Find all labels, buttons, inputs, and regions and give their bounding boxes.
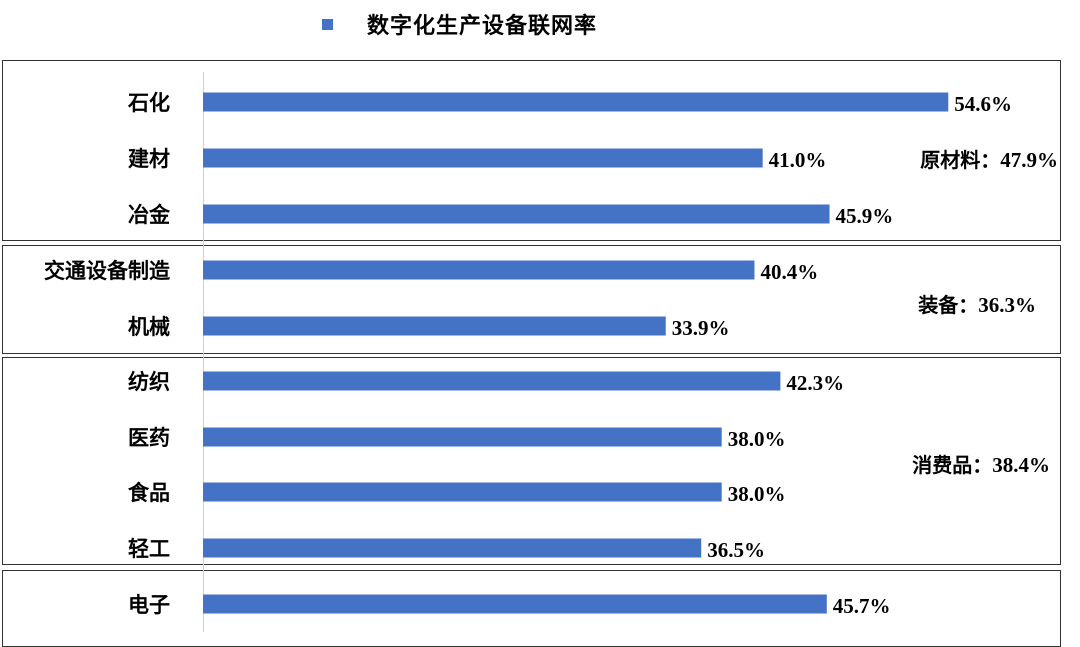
- category-label-8: 轻工: [128, 537, 170, 561]
- bar-9: [203, 594, 827, 614]
- group-label-1: 装备：36.3%: [917, 293, 1036, 317]
- bar-7: [203, 482, 722, 502]
- value-label-7: 38.0%: [728, 482, 786, 506]
- group-name-0: 原材料: [920, 148, 980, 172]
- group-box-consumer-goods: [2, 357, 1061, 565]
- bar-3: [203, 260, 755, 280]
- category-label-3: 交通设备制造: [44, 259, 171, 283]
- chart-legend: 数字化生产设备联网率: [322, 8, 597, 40]
- category-label-0: 石化: [127, 91, 170, 115]
- group-box-equipment: [2, 245, 1061, 354]
- category-axis-line: [203, 72, 204, 632]
- bar-0: [203, 92, 949, 112]
- group-label-0: 原材料：47.9%: [920, 148, 1058, 172]
- group-value-0: 47.9%: [1000, 148, 1058, 172]
- value-label-0: 54.6%: [954, 92, 1012, 116]
- group-name-1: 装备: [917, 293, 959, 317]
- value-label-5: 42.3%: [786, 371, 844, 395]
- category-label-4: 机械: [128, 315, 170, 339]
- group-sep-1: ：: [958, 293, 978, 317]
- category-label-7: 食品: [128, 481, 170, 505]
- group-value-2: 38.4%: [992, 453, 1050, 477]
- group-name-2: 消费品: [912, 453, 972, 477]
- category-label-6: 医药: [128, 426, 170, 450]
- bar-4: [203, 316, 666, 336]
- value-label-4: 33.9%: [672, 316, 730, 340]
- legend-swatch: [322, 18, 333, 30]
- value-label-6: 38.0%: [728, 427, 786, 451]
- value-label-3: 40.4%: [760, 260, 818, 284]
- bar-2: [203, 204, 830, 224]
- group-value-1: 36.3%: [978, 293, 1036, 317]
- bar-6: [203, 427, 722, 447]
- legend-label: 数字化生产设备联网率: [367, 14, 598, 39]
- category-label-5: 纺织: [128, 370, 170, 394]
- bar-1: [203, 148, 763, 168]
- value-label-2: 45.9%: [836, 204, 894, 228]
- group-box-raw-materials: [2, 60, 1061, 241]
- bar-8: [203, 538, 702, 558]
- group-sep-0: ：: [980, 148, 1000, 172]
- value-label-9: 45.7%: [833, 594, 891, 618]
- value-label-8: 36.5%: [707, 538, 765, 562]
- group-sep-2: ：: [972, 453, 992, 477]
- value-label-1: 41.0%: [769, 148, 827, 172]
- group-label-2: 消费品：38.4%: [912, 453, 1050, 477]
- category-label-1: 建材: [128, 147, 170, 171]
- category-label-9: 电子: [128, 593, 170, 617]
- bar-5: [203, 371, 781, 391]
- category-label-2: 冶金: [128, 203, 171, 227]
